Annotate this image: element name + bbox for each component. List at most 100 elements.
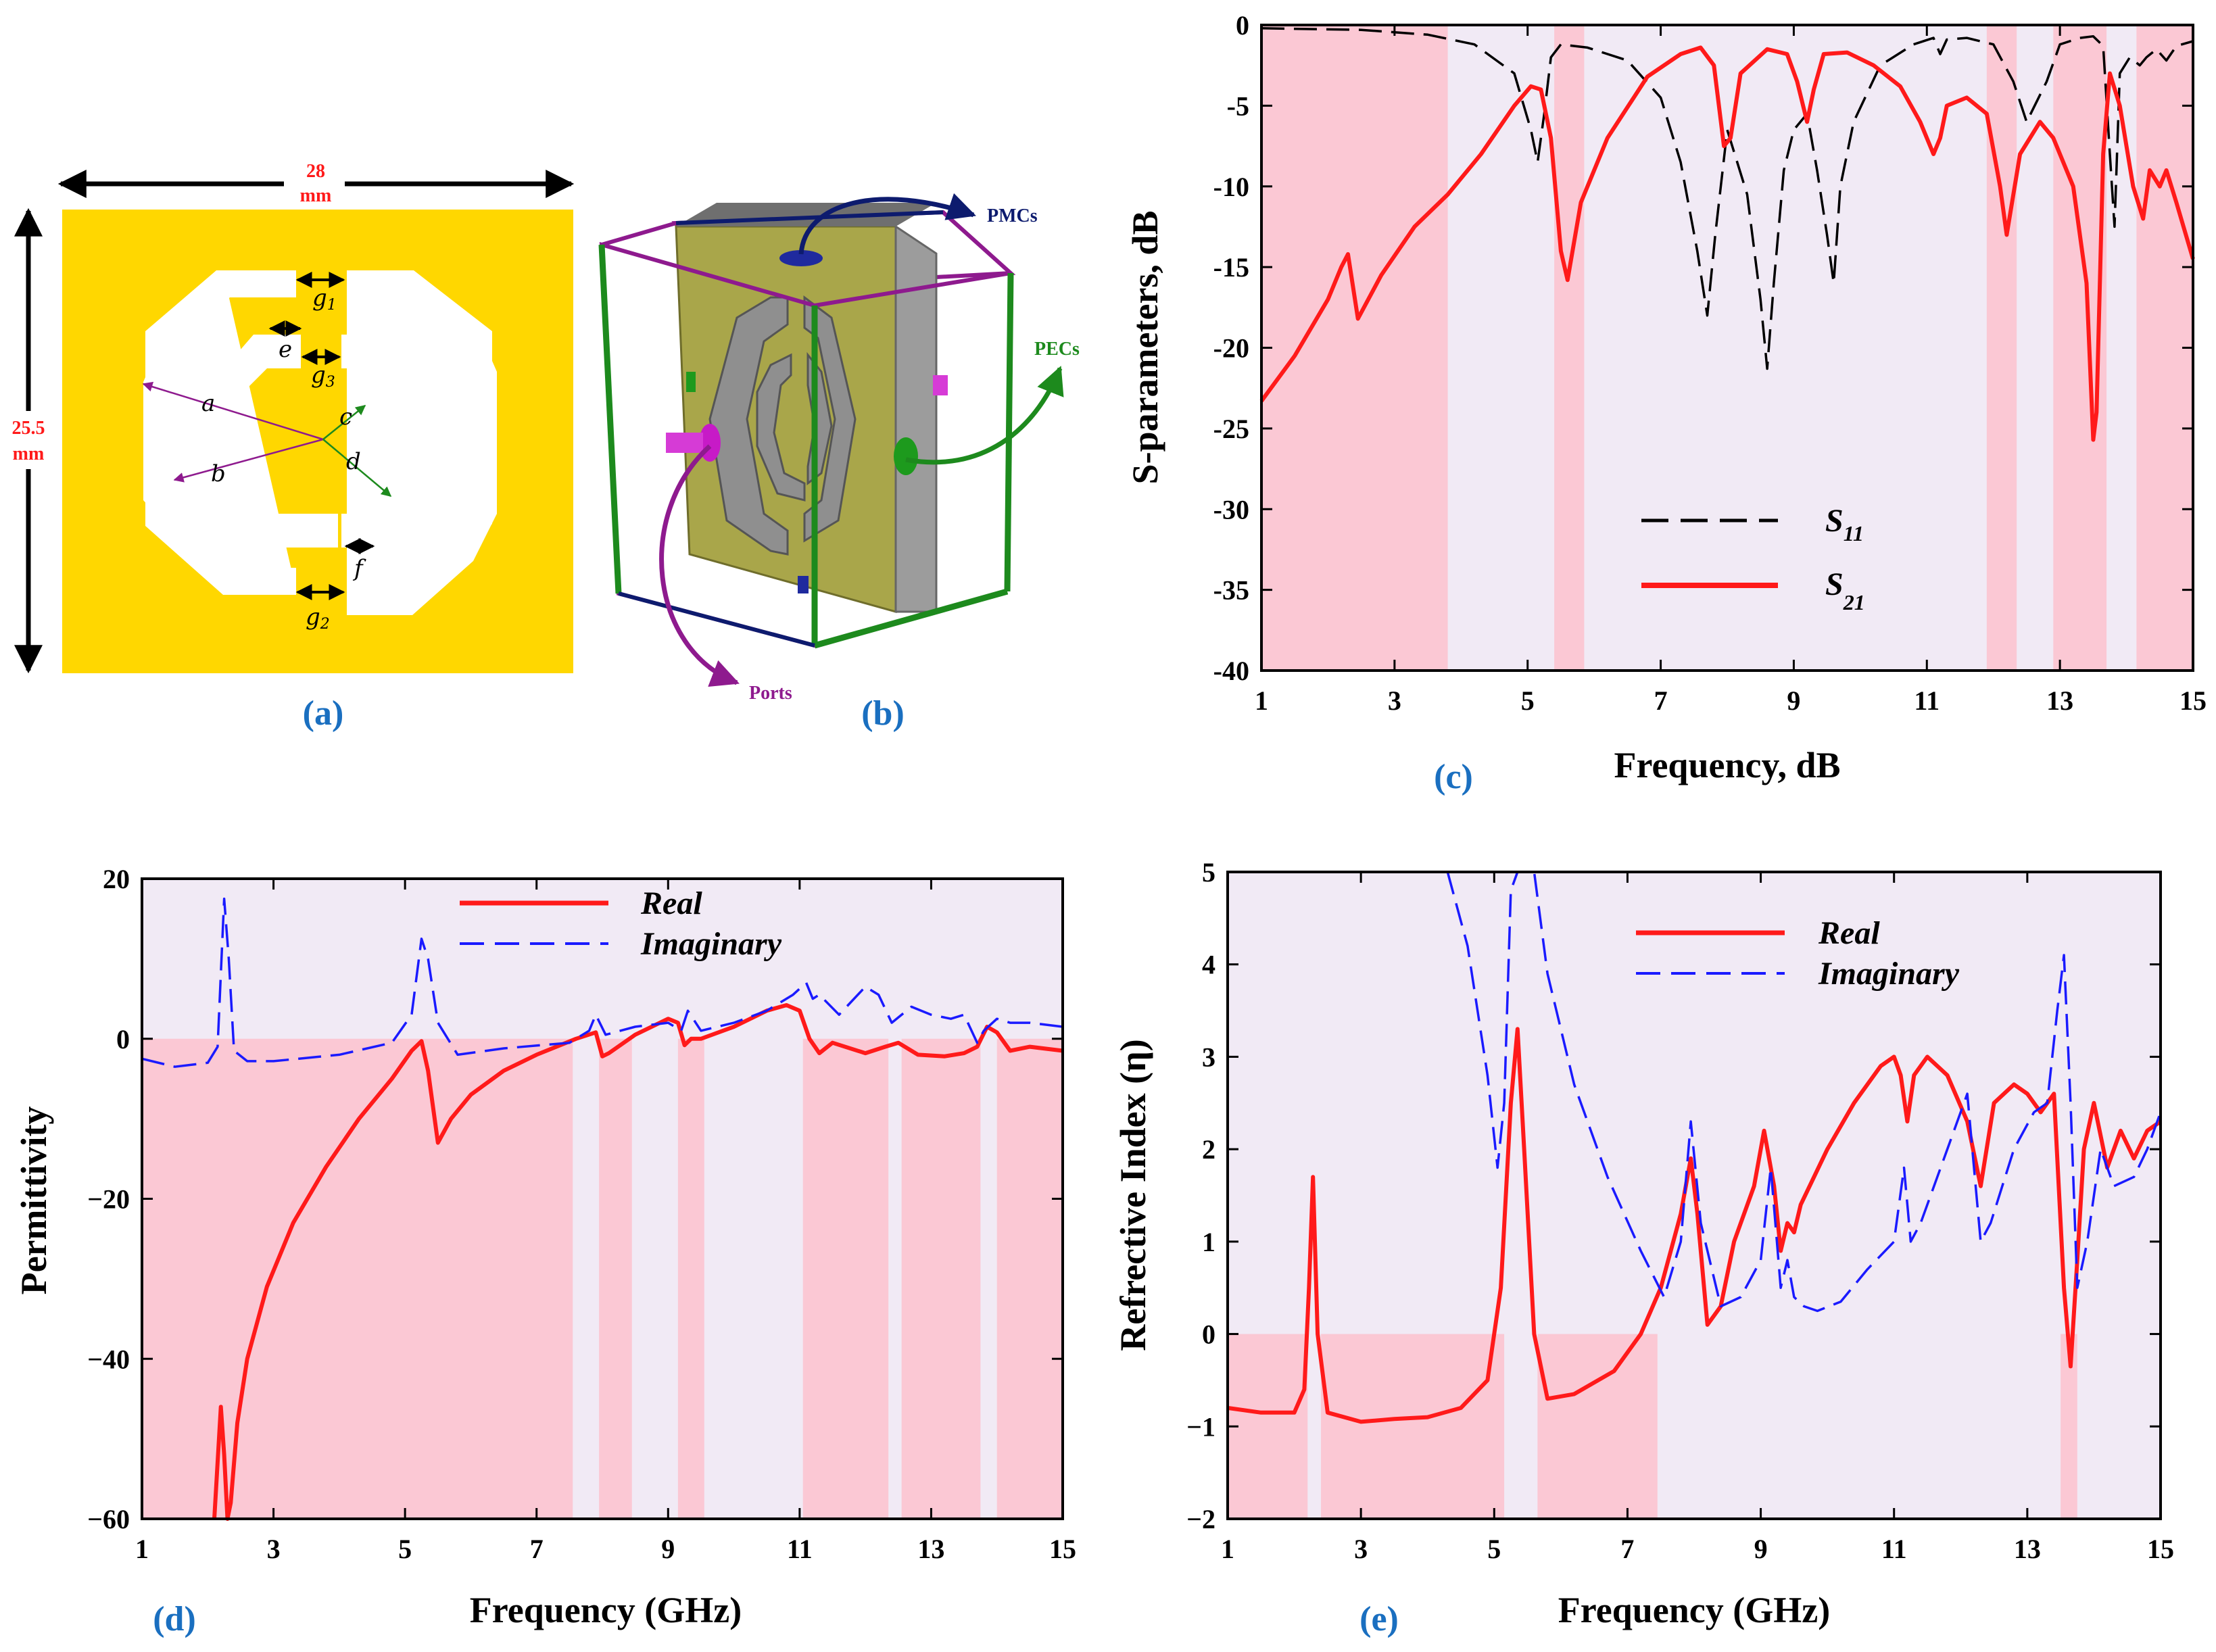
b-label: b: [211, 460, 226, 487]
g2-label: g2: [306, 604, 330, 633]
chart-d-series-real: [212, 1003, 1063, 1521]
legend-e-imag-label: Imaginary: [1818, 956, 1960, 992]
chart-d-ytick-label-1: 0: [116, 1024, 130, 1054]
chart-c-ytick-label-6: -30: [1213, 494, 1249, 525]
pec-right-edge: [1004, 272, 1014, 592]
chart-e-frame: [1226, 871, 2162, 1520]
chart-c-series: [1259, 27, 2195, 442]
chart-c-xtick-label-7: 15: [2179, 685, 2207, 716]
g3-label: g3: [311, 362, 335, 391]
chart-e-band-0: [1228, 1334, 1308, 1519]
chart-e-series-real: [1227, 1027, 2162, 1424]
chart-c-ytick-label-3: -15: [1213, 252, 1249, 283]
chart-d-legend: Real Imaginary: [460, 885, 782, 962]
legend-s21-label: S21: [1825, 566, 1865, 614]
panel-b-simulation-setup: PMCs PECs Ports (b): [598, 193, 1080, 733]
chart-d-ylabel: Permittivity: [14, 1107, 54, 1295]
panel-b-label: (b): [861, 694, 905, 733]
legend-s11-label: S11: [1825, 503, 1864, 545]
chart-d-xlabel: Frequency (GHz): [470, 1590, 742, 1630]
chart-d-band-4: [901, 1038, 981, 1519]
chart-d-xtick-label-7: 15: [1049, 1534, 1076, 1564]
chart-d-xtick-label-6: 13: [917, 1534, 944, 1564]
chart-c-bands: [1261, 25, 2193, 671]
chart-c-legend: S11 S21: [1641, 503, 1865, 614]
chart-d-xtick-label-5: 11: [787, 1534, 813, 1564]
e-label: e: [279, 336, 292, 363]
chart-e-ytick-label-6: −1: [1186, 1411, 1215, 1442]
port-right-connector: [933, 375, 948, 395]
chart-d-band-2: [677, 1038, 704, 1519]
chart-c-ytick-label-2: -10: [1213, 172, 1249, 202]
legend-d-real-label: Real: [640, 885, 702, 921]
d-radius-line: [322, 439, 392, 497]
chart-e-ytick-label-3: 2: [1202, 1134, 1215, 1165]
inner-ring-right-half: [341, 335, 433, 548]
chart-e-xtick-label-3: 7: [1620, 1534, 1634, 1564]
chart-c-ytick-label-8: -40: [1213, 656, 1249, 686]
chart-c-xtick-label-3: 7: [1654, 685, 1668, 716]
substrate-side-face: [894, 224, 938, 613]
chart-c-s-parameters: 1 3 5 7 9 11 13 150-5-10-15-20-25-30-35-40 S11 …: [1125, 10, 2207, 796]
chart-d-band-3: [802, 1038, 889, 1519]
chart-e-ytick-label-0: 5: [1202, 857, 1215, 888]
width-label-bg: [284, 160, 345, 208]
chart-e-ytick-label-5: 0: [1202, 1319, 1215, 1350]
chart-c-xlabel: Frequency, dB: [1614, 745, 1840, 785]
c-radius-line: [322, 405, 366, 440]
b-radius-line: [173, 438, 324, 483]
width-label: 28: [306, 161, 325, 182]
srr-inner-left: [756, 353, 806, 502]
chart-e-xtick-label-4: 9: [1754, 1534, 1768, 1564]
chart-d-ytick-label-0: 20: [103, 864, 130, 894]
pmcs-callout-arrow: [798, 193, 976, 255]
pmcs-label: PMCs: [987, 205, 1038, 226]
chart-d-ytick-label-3: −40: [87, 1344, 130, 1374]
chart-c-xtick-label-4: 9: [1787, 685, 1800, 716]
chart-c-band-0: [1261, 25, 1448, 671]
chart-d-xtick-label-4: 9: [661, 1534, 675, 1564]
chart-e-ytick-label-1: 4: [1202, 950, 1215, 980]
c-label: c: [339, 404, 352, 431]
chart-d-ytick-label-2: −20: [87, 1184, 130, 1215]
chart-d-panel-label: (d): [153, 1600, 196, 1638]
panel-a-unit-cell: 28 mm 25.5 mm g1 e g3 a b c d f g2: [1, 160, 575, 733]
chart-c-ytick-label-4: -20: [1213, 333, 1249, 364]
legend-d-imag-label: Imaginary: [640, 926, 782, 962]
chart-e-band-1: [1321, 1334, 1505, 1519]
chart-e-band-2: [1537, 1334, 1658, 1519]
chart-e-series-imaginary: [1446, 871, 2162, 1313]
d-label: d: [346, 448, 361, 475]
ports-callout-arrow: [659, 444, 740, 687]
a-radius-line: [142, 381, 324, 441]
chart-c-xtick-label-0: 1: [1255, 685, 1268, 716]
chart-c-xtick-label-6: 13: [2046, 685, 2073, 716]
a-label: a: [201, 390, 215, 417]
chart-d-xtick-label-1: 3: [267, 1534, 281, 1564]
chart-e-ytick-label-7: −2: [1186, 1504, 1215, 1534]
pec-right-disc: [894, 437, 918, 475]
chart-c-ytick-label-0: 0: [1236, 10, 1249, 41]
chart-c-ticks: 1 3 5 7 9 11 13 150-5-10-15-20-25-30-35-40: [1213, 10, 2207, 716]
panel-a-label: (a): [303, 694, 344, 733]
chart-c-xtick-label-2: 5: [1521, 685, 1535, 716]
chart-d-series: [141, 897, 1063, 1521]
chart-e-xtick-label-5: 11: [1881, 1534, 1907, 1564]
chart-d-xtick-label-0: 1: [135, 1534, 149, 1564]
chart-d-xtick-label-3: 7: [530, 1534, 544, 1564]
outer-ring-right-half: [347, 270, 492, 612]
height-label-bg: [1, 411, 57, 469]
g1-label: g1: [312, 285, 337, 314]
chart-c-ytick-label-7: -35: [1213, 575, 1249, 606]
chart-d-ytick-label-4: −60: [87, 1504, 130, 1534]
pec-bottom-edge: [813, 588, 1009, 649]
width-unit: mm: [300, 185, 332, 206]
chart-e-xlabel: Frequency (GHz): [1558, 1590, 1830, 1630]
chart-e-legend: Real Imaginary: [1636, 915, 1960, 992]
chart-d-band-1: [599, 1038, 632, 1519]
box-edge-1: [601, 221, 677, 247]
